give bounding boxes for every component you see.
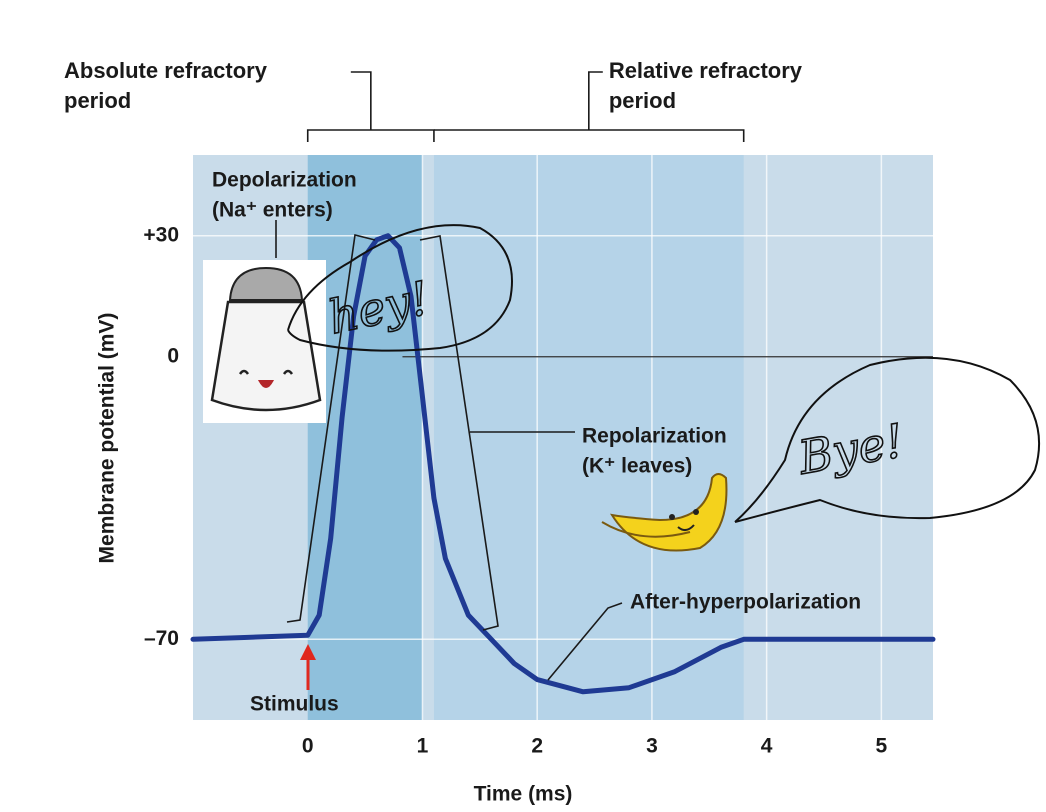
depolarization-label: Depolarization — [212, 169, 357, 192]
speech-bubbles — [287, 224, 1041, 523]
plot-layer — [190, 233, 936, 695]
region-label: Absolute refractory — [64, 58, 268, 83]
after-hyperpolarization-label: After-hyperpolarization — [630, 591, 861, 614]
bye-bubble — [734, 356, 1041, 523]
absolute-label-leader — [350, 71, 372, 130]
shaker-mouth — [258, 380, 274, 388]
banana-mouth — [677, 524, 695, 531]
hey-bubble — [287, 224, 513, 352]
y-axis-label: Membrane potential (mV) — [96, 313, 119, 564]
repolarization-label: Repolarization — [582, 425, 727, 448]
repolarization-bracket — [419, 235, 499, 631]
membrane-potential-line — [190, 233, 936, 695]
banana-eye — [693, 509, 699, 515]
y-tick-label: +30 — [143, 223, 179, 246]
x-tick-label: 5 — [876, 735, 888, 758]
x-tick-label: 3 — [646, 735, 658, 758]
banana-body — [609, 473, 728, 552]
stimulus-arrow — [300, 644, 316, 690]
banana-line — [601, 521, 691, 538]
x-axis-label: Time (ms) — [474, 783, 573, 806]
x-tick-label: 1 — [417, 735, 429, 758]
depolarization-bracket-left — [286, 234, 376, 623]
y-tick-label: –70 — [144, 627, 179, 650]
relative-bracket — [433, 129, 745, 142]
depolarization-label: (Na⁺ enters) — [212, 199, 333, 222]
annotation-lines — [275, 220, 623, 681]
x-tick-label: 4 — [761, 735, 773, 758]
refractory-region — [433, 155, 744, 720]
shaker-cap — [228, 266, 304, 301]
region-label: Relative refractory — [609, 58, 803, 83]
absolute-bracket — [306, 129, 435, 142]
relative-label-leader — [588, 71, 603, 130]
refractory-region — [307, 155, 423, 720]
region-label: period — [64, 88, 131, 113]
banana-eye — [669, 514, 675, 520]
shaker-body — [210, 300, 322, 412]
banana-sticker — [601, 473, 728, 552]
after-hyperpolarization-leader — [547, 602, 623, 681]
region-label: period — [609, 88, 676, 113]
stimulus-arrow-head — [300, 644, 316, 660]
repolarization-label: (K⁺ leaves) — [582, 455, 692, 478]
stimulus-label: Stimulus — [250, 693, 339, 716]
x-tick-label: 2 — [531, 735, 543, 758]
y-tick-label: 0 — [167, 344, 179, 367]
x-tick-label: 0 — [302, 735, 314, 758]
plot-background-layer — [193, 71, 933, 720]
shaker-eyes — [238, 369, 294, 375]
